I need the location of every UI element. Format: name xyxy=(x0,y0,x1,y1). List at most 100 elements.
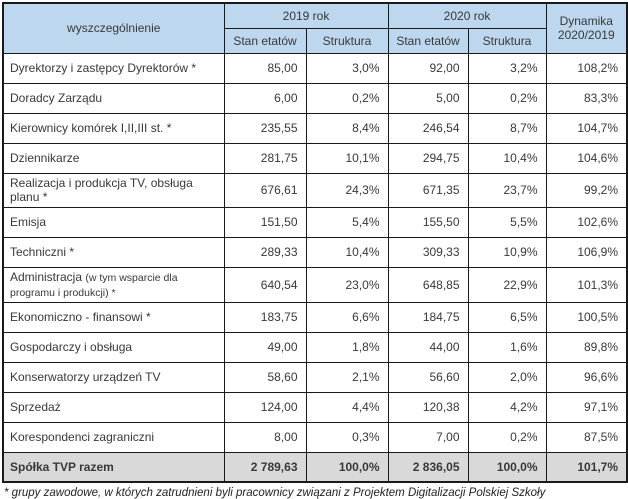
cell-dynamics: 104,6% xyxy=(545,142,628,174)
cell-structure-2019: 1,8% xyxy=(305,331,389,363)
cell-structure-2019: 10,1% xyxy=(305,142,389,174)
cell-dynamics: 106,9% xyxy=(545,236,628,268)
header-dynamics: Dynamika 2020/2019 xyxy=(545,2,628,54)
header-fte-2020: Stan etatów xyxy=(387,27,469,54)
cell-structure-2020: 3,2% xyxy=(467,52,547,84)
row-label-note: (w tym wsparcie dla programu i produkcji… xyxy=(10,271,178,299)
cell-dynamics: 108,2% xyxy=(545,52,628,84)
cell-structure-2019: 10,4% xyxy=(305,236,389,268)
row-label: Doradcy Zarządu xyxy=(2,82,225,114)
cell-fte-2019: 640,54 xyxy=(223,266,307,303)
cell-fte-2019: 85,00 xyxy=(223,52,307,84)
cell-structure-2020: 0,2% xyxy=(467,421,547,453)
table-row: Administracja (w tym wsparcie dla progra… xyxy=(2,266,628,303)
row-label: Gospodarczy i obsługa xyxy=(2,331,225,363)
header-structure-2019: Struktura xyxy=(305,27,389,54)
total-fte-2019: 2 789,63 xyxy=(223,451,307,483)
cell-dynamics: 100,5% xyxy=(545,301,628,333)
table-row: Sprzedaż 124,00 4,4% 120,38 4,2% 97,1% xyxy=(2,391,628,423)
cell-structure-2019: 3,0% xyxy=(305,52,389,84)
cell-structure-2019: 2,1% xyxy=(305,361,389,393)
table-row: Doradcy Zarządu 6,00 0,2% 5,00 0,2% 83,3… xyxy=(2,82,628,114)
header-year-2019: 2019 rok xyxy=(223,2,389,29)
row-label: Ekonomiczno - finansowi * xyxy=(2,301,225,333)
header-year-2020: 2020 rok xyxy=(387,2,547,29)
table-row: Techniczni * 289,33 10,4% 309,33 10,9% 1… xyxy=(2,236,628,268)
table-row: Realizacja i produkcja TV, obsługa planu… xyxy=(2,172,628,208)
cell-fte-2020: 184,75 xyxy=(387,301,469,333)
cell-fte-2019: 8,00 xyxy=(223,421,307,453)
cell-dynamics: 87,5% xyxy=(545,421,628,453)
cell-fte-2020: 671,35 xyxy=(387,172,469,208)
table-row: Korespondenci zagraniczni 8,00 0,3% 7,00… xyxy=(2,421,628,453)
cell-structure-2020: 23,7% xyxy=(467,172,547,208)
row-label-main: Administracja xyxy=(10,269,83,284)
cell-fte-2019: 676,61 xyxy=(223,172,307,208)
cell-structure-2019: 8,4% xyxy=(305,112,389,144)
cell-fte-2020: 120,38 xyxy=(387,391,469,423)
cell-structure-2020: 0,2% xyxy=(467,82,547,114)
footnote: * grupy zawodowe, w których zatrudnieni … xyxy=(4,487,546,499)
cell-fte-2020: 5,00 xyxy=(387,82,469,114)
cell-dynamics: 83,3% xyxy=(545,82,628,114)
table-row: Kierownicy komórek I,II,III st. * 235,55… xyxy=(2,112,628,144)
header-row-years: wyszczególnienie 2019 rok 2020 rok Dynam… xyxy=(2,2,628,54)
cell-structure-2020: 6,5% xyxy=(467,301,547,333)
header-structure-2020: Struktura xyxy=(467,27,547,54)
cell-structure-2019: 23,0% xyxy=(305,266,389,303)
table-row: Emisja 151,50 5,4% 155,50 5,5% 102,6% xyxy=(2,206,628,238)
header-fte-2019: Stan etatów xyxy=(223,27,307,54)
cell-fte-2019: 183,75 xyxy=(223,301,307,333)
table-row: Konserwatorzy urządzeń TV 58,60 2,1% 56,… xyxy=(2,361,628,393)
header-dynamics-line1: Dynamika xyxy=(559,14,613,29)
row-label: Sprzedaż xyxy=(2,391,225,423)
cell-fte-2019: 235,55 xyxy=(223,112,307,144)
cell-structure-2020: 8,7% xyxy=(467,112,547,144)
row-label: Dyrektorzy i zastępcy Dyrektorów * xyxy=(2,52,225,84)
cell-fte-2020: 44,00 xyxy=(387,331,469,363)
row-label: Korespondenci zagraniczni xyxy=(2,421,225,453)
cell-structure-2019: 0,3% xyxy=(305,421,389,453)
cell-fte-2019: 58,60 xyxy=(223,361,307,393)
total-label: Spółka TVP razem xyxy=(2,451,225,483)
cell-fte-2019: 289,33 xyxy=(223,236,307,268)
cell-structure-2020: 2,0% xyxy=(467,361,547,393)
row-label: Administracja (w tym wsparcie dla progra… xyxy=(2,266,225,303)
cell-fte-2020: 294,75 xyxy=(387,142,469,174)
total-dynamics: 101,7% xyxy=(545,451,628,483)
cell-dynamics: 104,7% xyxy=(545,112,628,144)
cell-fte-2020: 155,50 xyxy=(387,206,469,238)
cell-fte-2019: 6,00 xyxy=(223,82,307,114)
table-row: Ekonomiczno - finansowi * 183,75 6,6% 18… xyxy=(2,301,628,333)
header-dynamics-line2: 2020/2019 xyxy=(557,28,615,43)
header-row-subcolumns: Stan etatów Struktura Stan etatów Strukt… xyxy=(3,27,627,54)
cell-structure-2019: 0,2% xyxy=(305,82,389,114)
cell-fte-2019: 151,50 xyxy=(223,206,307,238)
cell-structure-2020: 4,2% xyxy=(467,391,547,423)
row-label: Dziennikarze xyxy=(2,142,225,174)
cell-structure-2020: 5,5% xyxy=(467,206,547,238)
cell-fte-2020: 7,00 xyxy=(387,421,469,453)
cell-structure-2019: 4,4% xyxy=(305,391,389,423)
row-label: Kierownicy komórek I,II,III st. * xyxy=(2,112,225,144)
cell-fte-2020: 309,33 xyxy=(387,236,469,268)
cell-structure-2020: 10,4% xyxy=(467,142,547,174)
row-label: Konserwatorzy urządzeń TV xyxy=(2,361,225,393)
row-label: Emisja xyxy=(2,206,225,238)
total-structure-2019: 100,0% xyxy=(305,451,389,483)
total-fte-2020: 2 836,05 xyxy=(387,451,469,483)
row-label: Realizacja i produkcja TV, obsługa planu… xyxy=(2,172,225,208)
cell-fte-2020: 648,85 xyxy=(387,266,469,303)
cell-structure-2019: 6,6% xyxy=(305,301,389,333)
cell-structure-2020: 22,9% xyxy=(467,266,547,303)
cell-fte-2019: 124,00 xyxy=(223,391,307,423)
cell-fte-2020: 92,00 xyxy=(387,52,469,84)
cell-fte-2020: 56,60 xyxy=(387,361,469,393)
total-structure-2020: 100,0% xyxy=(467,451,547,483)
header-specification: wyszczególnienie xyxy=(2,2,225,54)
cell-dynamics: 101,3% xyxy=(545,266,628,303)
cell-fte-2019: 49,00 xyxy=(223,331,307,363)
cell-dynamics: 97,1% xyxy=(545,391,628,423)
total-row: Spółka TVP razem 2 789,63 100,0% 2 836,0… xyxy=(2,451,628,483)
